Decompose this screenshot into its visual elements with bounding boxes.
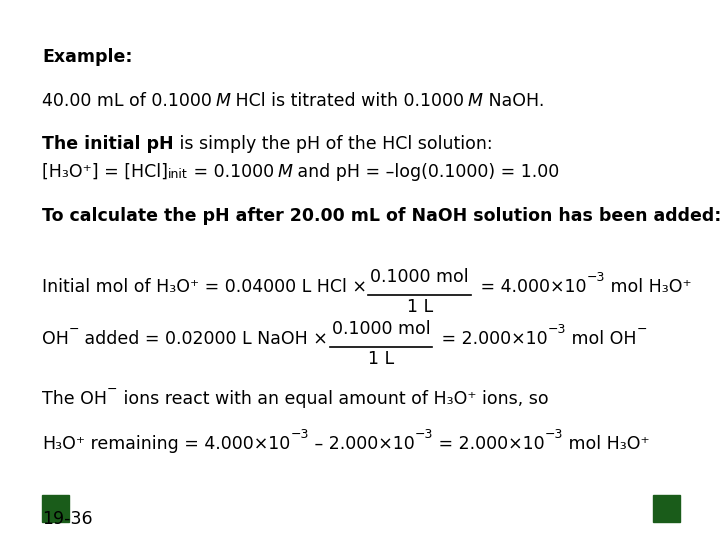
Text: −3: −3 [290,428,309,441]
Text: mol H₃O⁺: mol H₃O⁺ [605,278,691,296]
Text: [H₃O⁺] = [HCl]: [H₃O⁺] = [HCl] [42,163,168,181]
Bar [42,495,69,522]
Text: mol H₃O⁺: mol H₃O⁺ [563,435,649,453]
Text: ions react with an equal amount of H₃O⁺ ions, so: ions react with an equal amount of H₃O⁺ … [117,390,548,408]
Text: 0.1000 mol: 0.1000 mol [332,320,431,338]
Text: −: − [107,383,117,396]
Text: −3: −3 [415,428,433,441]
Text: mol OH: mol OH [566,330,636,348]
Text: NaOH.: NaOH. [483,92,544,110]
Text: H₃O⁺: H₃O⁺ [42,435,85,453]
Text: – 2.000×10: – 2.000×10 [309,435,415,453]
Text: init: init [168,168,188,181]
Text: M: M [215,92,230,110]
Bar [653,495,680,522]
Text: OH: OH [42,330,69,348]
Text: = 2.000×10: = 2.000×10 [433,435,544,453]
Text: 0.1000 mol: 0.1000 mol [370,268,469,286]
Text: = 0.1000: = 0.1000 [188,163,277,181]
Text: The OH: The OH [42,390,107,408]
Text: is simply the pH of the HCl solution:: is simply the pH of the HCl solution: [174,135,492,153]
Text: added = 0.02000 L NaOH ×: added = 0.02000 L NaOH × [79,330,332,348]
Text: 1 L: 1 L [368,350,394,368]
Text: −3: −3 [544,428,563,441]
Text: M: M [277,163,292,181]
Text: M: M [468,92,483,110]
Text: 40.00 mL of 0.1000: 40.00 mL of 0.1000 [42,92,215,110]
Text: −3: −3 [548,323,566,336]
Text: remaining = 4.000×10: remaining = 4.000×10 [85,435,290,453]
Text: −3: −3 [587,271,605,284]
Text: The initial pH: The initial pH [42,135,174,153]
Text: HCl is titrated with 0.1000: HCl is titrated with 0.1000 [230,92,468,110]
Text: = 2.000×10: = 2.000×10 [436,330,548,348]
Text: and pH = –log(0.1000) = 1.00: and pH = –log(0.1000) = 1.00 [292,163,559,181]
Text: To calculate the pH after 20.00 mL of NaOH solution has been added:: To calculate the pH after 20.00 mL of Na… [42,207,720,225]
Text: Example:: Example: [42,48,132,66]
Text: Initial mol of H₃O⁺ = 0.04000 L HCl ×: Initial mol of H₃O⁺ = 0.04000 L HCl × [42,278,370,296]
Text: 1 L: 1 L [407,298,433,316]
Text: −: − [636,323,647,336]
Text: 19-36: 19-36 [42,510,93,528]
Text: = 4.000×10: = 4.000×10 [475,278,587,296]
Text: −: − [69,323,79,336]
